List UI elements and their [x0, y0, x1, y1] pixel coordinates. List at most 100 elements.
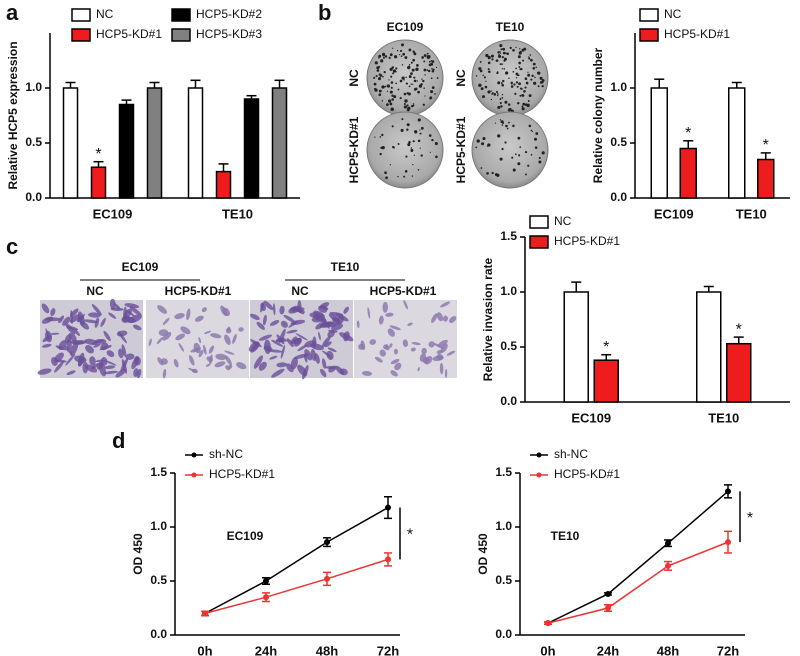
legend-marker	[536, 472, 542, 478]
colony	[508, 77, 510, 79]
colony	[417, 118, 421, 122]
colony	[429, 96, 433, 100]
cell	[313, 314, 327, 323]
cell	[162, 317, 170, 325]
colony	[423, 68, 427, 72]
cell	[390, 358, 400, 365]
colony	[501, 97, 504, 99]
legend-swatch	[171, 8, 191, 22]
colony	[515, 81, 519, 84]
significance: *	[407, 527, 413, 544]
colony	[521, 93, 525, 97]
cell	[83, 319, 98, 324]
colony	[381, 146, 385, 150]
cell	[378, 315, 384, 325]
point	[605, 605, 611, 611]
cell	[175, 333, 186, 341]
colony	[507, 108, 511, 112]
colony	[527, 164, 530, 167]
cell	[280, 320, 288, 328]
colony	[541, 79, 545, 82]
colony	[478, 67, 482, 71]
colony	[410, 61, 413, 64]
y-tick-label: 1.0	[610, 80, 627, 94]
colony	[480, 167, 483, 169]
cell	[275, 339, 290, 342]
legend-label: HCP5-KD#1	[209, 467, 275, 481]
colony	[506, 127, 509, 130]
cell	[272, 303, 276, 316]
cell	[327, 347, 337, 353]
bar	[757, 158, 775, 199]
cell	[224, 334, 231, 346]
cell	[41, 303, 50, 314]
y-axis-label: OD 450	[476, 533, 490, 575]
colony	[382, 75, 384, 78]
colony	[397, 176, 399, 178]
colony	[531, 130, 533, 133]
colony	[403, 92, 407, 96]
cell	[304, 349, 313, 361]
cell	[208, 345, 215, 354]
cell	[62, 316, 71, 326]
colony	[521, 107, 525, 111]
x-tick-label: 72h	[717, 643, 739, 656]
y-axis-label: Relative HCP5 expression	[6, 41, 20, 189]
colony	[530, 58, 533, 62]
cell	[385, 312, 394, 317]
significance: *	[685, 125, 691, 142]
colony	[413, 79, 417, 83]
colony	[383, 54, 385, 57]
cell	[328, 329, 338, 333]
cell	[337, 314, 345, 324]
colony	[535, 132, 539, 135]
colony	[528, 57, 531, 60]
colony	[518, 66, 521, 68]
colony	[475, 75, 478, 77]
colony	[509, 46, 512, 50]
colony	[528, 94, 532, 98]
colony	[397, 88, 400, 91]
bar	[271, 87, 288, 199]
colony	[380, 59, 384, 63]
colony	[403, 79, 405, 81]
cell	[411, 342, 421, 346]
cell	[387, 328, 395, 337]
chart-label: EC109	[227, 529, 264, 543]
colony	[499, 157, 503, 161]
cell	[360, 340, 366, 351]
colony	[413, 154, 415, 156]
cell	[214, 361, 226, 368]
colony	[388, 56, 391, 59]
colony	[501, 124, 504, 126]
colony	[389, 53, 393, 57]
colony	[412, 103, 415, 105]
cell	[180, 326, 191, 335]
cell	[125, 353, 135, 360]
cell	[85, 364, 98, 373]
colony	[379, 152, 382, 156]
colony	[516, 74, 519, 76]
colony	[423, 60, 426, 63]
bar	[187, 87, 204, 199]
cell	[319, 302, 330, 309]
cell	[436, 349, 443, 354]
cell	[45, 317, 61, 322]
y-tick-label: 1.5	[500, 229, 517, 243]
colony	[431, 138, 434, 142]
cell	[321, 358, 327, 369]
cell	[303, 353, 308, 363]
colony	[417, 90, 420, 94]
colony	[518, 61, 522, 65]
significance: *	[95, 146, 101, 163]
cell	[201, 307, 207, 313]
colony	[497, 93, 499, 95]
colony	[392, 72, 395, 75]
colony	[501, 68, 503, 70]
legend-marker	[191, 452, 197, 458]
cell	[315, 321, 326, 330]
colony	[386, 90, 389, 92]
y-tick-label: 0.5	[610, 135, 627, 149]
bar	[696, 291, 722, 403]
colony	[413, 76, 416, 79]
